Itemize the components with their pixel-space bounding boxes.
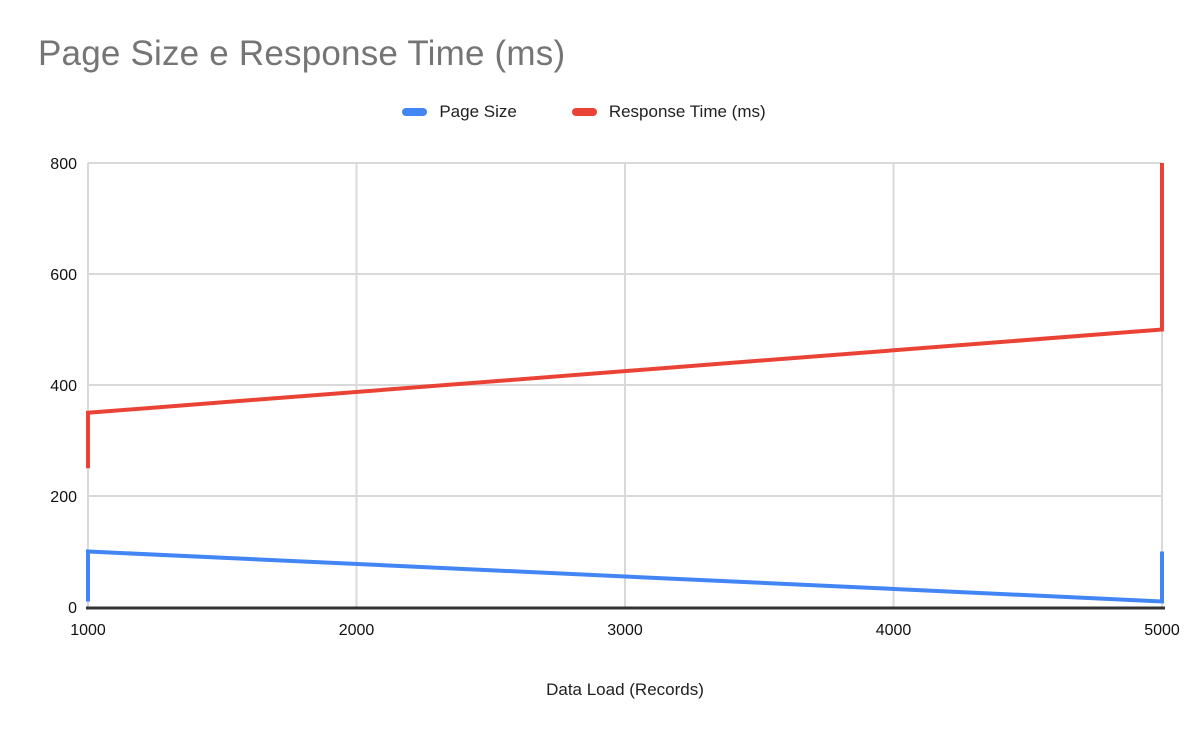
y-tick-label: 800 bbox=[50, 156, 77, 173]
x-tick-label: 4000 bbox=[876, 622, 912, 639]
legend-swatch-page-size bbox=[402, 108, 428, 116]
y-tick-label: 400 bbox=[50, 378, 77, 395]
legend: Page Size Response Time (ms) bbox=[0, 102, 1184, 122]
chart-title: Page Size e Response Time (ms) bbox=[38, 34, 566, 73]
x-tick-label: 1000 bbox=[70, 622, 106, 639]
legend-label-response-time: Response Time (ms) bbox=[608, 102, 766, 121]
x-tick-label: 2000 bbox=[339, 622, 375, 639]
y-tick-label: 600 bbox=[50, 267, 77, 284]
series-line-page-size[interactable] bbox=[86, 549, 1164, 604]
legend-label-page-size: Page Size bbox=[439, 102, 517, 121]
x-axis-title: Data Load (Records) bbox=[546, 680, 704, 699]
x-tick-label: 3000 bbox=[607, 622, 643, 639]
legend-item-page-size[interactable]: Page Size bbox=[402, 102, 517, 122]
y-tick-label: 200 bbox=[50, 489, 77, 506]
legend-item-response-time[interactable]: Response Time (ms) bbox=[571, 102, 766, 122]
x-tick-label: 5000 bbox=[1144, 622, 1180, 639]
series-line-response-time-ms[interactable] bbox=[86, 163, 1164, 469]
legend-swatch-response-time bbox=[571, 108, 597, 116]
y-tick-label: 0 bbox=[68, 600, 77, 617]
